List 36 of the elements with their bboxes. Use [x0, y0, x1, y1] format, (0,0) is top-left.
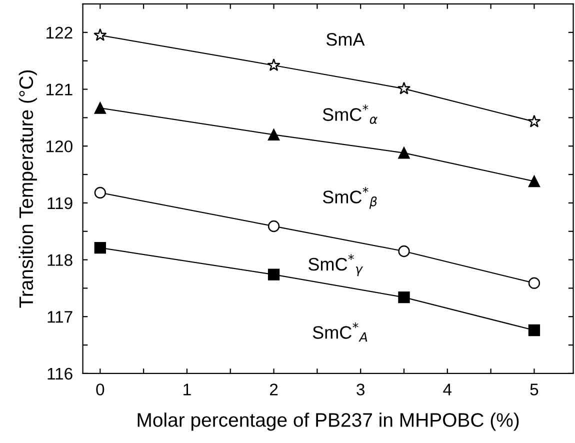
point — [398, 245, 410, 258]
x-tick-label: 1 — [184, 384, 191, 396]
point — [528, 277, 540, 289]
y-axis-title: Transition Temperature (°C) — [18, 70, 37, 308]
y-tick-label: 120 — [46, 140, 72, 152]
annotation: SmC$^{*}$$_{α}$ — [322, 104, 378, 124]
point — [268, 220, 280, 232]
y-tick-label: 117 — [48, 311, 72, 323]
point — [397, 82, 411, 94]
annotation: SmC$^{*}$$_{γ}$ — [308, 254, 363, 276]
x-tick-label: 4 — [443, 384, 452, 396]
point — [528, 324, 540, 336]
annotation: SmC$^{*}$$_{A}$ — [312, 322, 368, 342]
x-tick-label: 5 — [530, 384, 538, 396]
y-tick-label: 121 — [46, 84, 72, 96]
y-tick-label: 119 — [48, 197, 72, 210]
point — [398, 147, 410, 159]
point — [528, 114, 541, 128]
annotation: SmA — [326, 32, 365, 46]
annotation: SmC$^{*}$$_{β}$ — [322, 186, 377, 209]
y-tick-label: 122 — [46, 26, 72, 38]
point — [267, 58, 280, 72]
point — [268, 128, 280, 141]
x-axis-title: Molar percentage of PB237 in MHPOBC (%) — [138, 412, 519, 431]
x-tick-label: 0 — [96, 384, 104, 396]
point — [94, 242, 106, 254]
point — [94, 102, 106, 114]
point — [94, 28, 107, 41]
point — [528, 175, 540, 188]
point — [398, 291, 410, 304]
point — [268, 268, 280, 280]
x-tick-label: 3 — [356, 384, 364, 396]
point — [94, 186, 106, 199]
x-tick-label: 2 — [270, 384, 278, 396]
y-tick-label: 116 — [48, 368, 72, 380]
y-tick-label: 118 — [48, 254, 72, 266]
